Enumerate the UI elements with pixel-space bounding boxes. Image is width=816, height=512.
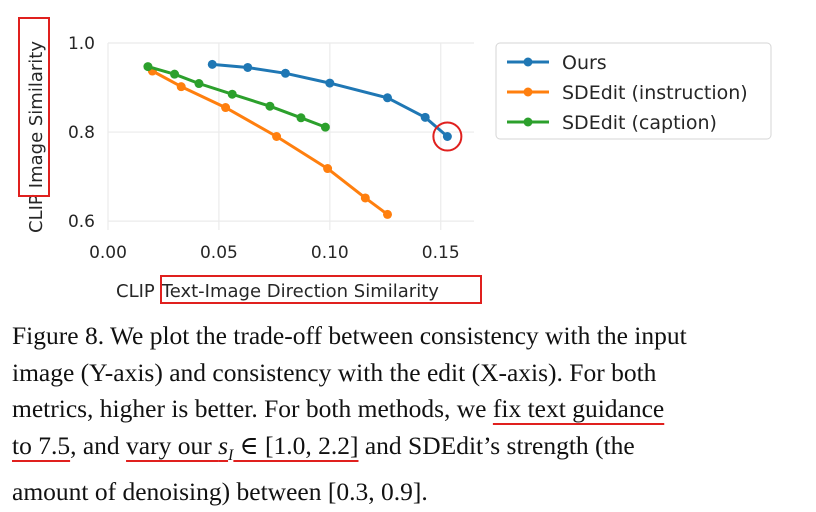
y-tick-label: 0.6 xyxy=(68,212,95,232)
caption-line-4-text-b: and SDEdit’s strength (the xyxy=(358,430,635,460)
x-tick-label: 0.05 xyxy=(200,243,238,263)
caption-vary-our: vary our xyxy=(126,430,219,460)
caption-math-range: ∈ [1.0, 2.2] xyxy=(233,430,359,460)
data-point xyxy=(323,164,333,174)
svg-text:CLIPImage Similarity: CLIP Image Similarity xyxy=(26,41,47,233)
data-point xyxy=(320,122,330,132)
data-point xyxy=(243,62,253,72)
caption-line-2: image (Y-axis) and consistency with the … xyxy=(12,357,657,387)
data-point xyxy=(176,82,186,92)
data-point xyxy=(227,89,237,99)
grid xyxy=(107,42,474,230)
caption-underline-text-guidance: fix text guidance xyxy=(492,394,665,423)
data-point xyxy=(360,193,370,203)
x-axis-label-prefix: CLIP xyxy=(116,281,155,302)
caption-underline-7-5: to 7.5 xyxy=(12,430,71,460)
legend-marker xyxy=(523,87,533,97)
legend-label: SDEdit (caption) xyxy=(562,112,717,134)
caption-line-5: amount of denoising) between [0.3, 0.9]. xyxy=(12,477,428,507)
y-label-highlight-box xyxy=(18,17,50,197)
data-point xyxy=(382,209,392,219)
data-point xyxy=(221,103,231,113)
legend-label: SDEdit (instruction) xyxy=(562,82,748,104)
series-0 xyxy=(207,59,452,141)
caption-line-3: metrics, higher is better. For both meth… xyxy=(12,391,804,428)
data-point xyxy=(272,132,282,141)
x-tick-label: 0.15 xyxy=(422,243,460,263)
x-tick-label: 0.00 xyxy=(89,243,127,263)
series-1 xyxy=(147,66,392,219)
legend-marker xyxy=(523,57,533,67)
x-axis-label-highlight: Text-Image Direction Similarity xyxy=(161,281,439,302)
legend: Ours SDEdit (instruction) SDEdit (caption) xyxy=(495,42,772,140)
data-point xyxy=(265,101,275,111)
caption-line-4-text-a: , and xyxy=(70,430,127,460)
figure-chart: 0.00 0.05 0.10 0.15 0.6 0.8 1.0 CLIP Image Simi… xyxy=(18,17,772,304)
caption-line-3-text: metrics, higher is better. For both meth… xyxy=(12,394,493,423)
data-point xyxy=(170,69,180,79)
data-point xyxy=(296,113,306,123)
caption-math-s: s xyxy=(218,430,229,460)
data-point xyxy=(420,112,430,122)
y-tick-label: 0.8 xyxy=(68,123,95,143)
legend-marker xyxy=(523,117,533,127)
x-axis-label: CLIP Text-Image Direction Similarity xyxy=(116,281,439,302)
caption-line-1: Figure 8. We plot the trade-off between … xyxy=(12,321,687,350)
caption-line-4: to 7.5, and vary our sI ∈ [1.0, 2.2] and… xyxy=(12,428,804,475)
legend-entry: SDEdit (instruction) xyxy=(507,82,748,104)
data-point xyxy=(143,62,153,72)
data-point xyxy=(325,78,335,88)
legend-entry: Ours xyxy=(507,52,607,74)
series-2 xyxy=(143,62,330,132)
y-tick-label: 1.0 xyxy=(68,34,95,54)
x-label-highlight-box xyxy=(160,275,482,304)
ticks: 0.00 0.05 0.10 0.15 0.6 0.8 1.0 xyxy=(68,34,460,263)
legend-frame xyxy=(495,42,772,140)
caption-underline-vary-si: vary our sI ∈ [1.0, 2.2] xyxy=(126,430,359,464)
y-axis-label-highlight: Image Similarity xyxy=(26,41,47,189)
data-point xyxy=(280,68,290,78)
data-point xyxy=(442,132,452,141)
data-point xyxy=(382,93,392,103)
series-group xyxy=(143,59,463,219)
legend-label: Ours xyxy=(562,52,607,74)
highlight-circle xyxy=(432,121,463,152)
data-point xyxy=(194,79,204,89)
y-axis-label-prefix: CLIP xyxy=(26,194,47,233)
data-point xyxy=(207,59,217,69)
caption-math-sub-i: I xyxy=(228,446,234,464)
y-axis-label: CLIP Image Similarity xyxy=(26,41,47,233)
legend-entry: SDEdit (caption) xyxy=(507,112,717,134)
x-tick-label: 0.10 xyxy=(311,243,349,263)
figure-caption: Figure 8. We plot the trade-off between … xyxy=(12,318,804,511)
